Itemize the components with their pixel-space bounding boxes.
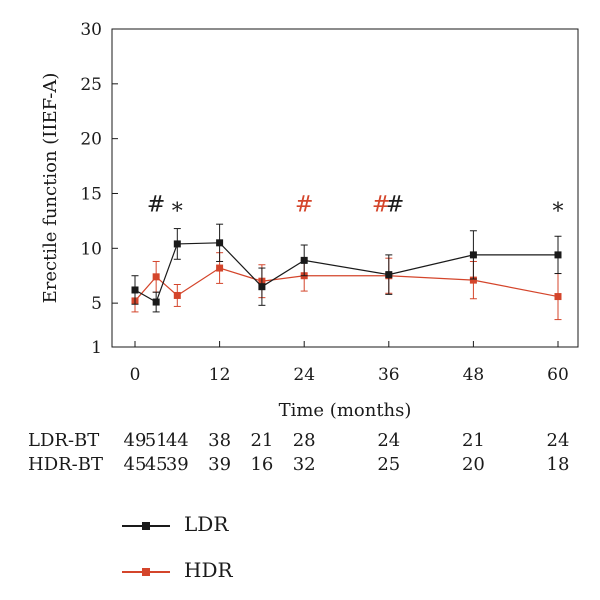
- y-tick-label: 20: [80, 130, 102, 150]
- x-tick-label: 48: [463, 365, 485, 385]
- risk-cell: 51: [144, 430, 168, 451]
- ldr-point: [469, 251, 477, 259]
- ldr-point: [131, 286, 139, 294]
- risk-cell: 21: [461, 430, 485, 451]
- x-tick-label: 0: [130, 365, 141, 385]
- legend-marker-swatch: [142, 568, 150, 576]
- risk-cell: 28: [292, 430, 316, 451]
- risk-row-hdr-bt: HDR-BT 45 45 39 39 16 32 25 20 18: [0, 454, 600, 478]
- significance-hash: #: [147, 192, 165, 217]
- risk-row-label: HDR-BT: [28, 454, 103, 475]
- hdr-point: [152, 273, 160, 281]
- risk-cell: 32: [292, 454, 316, 475]
- plot-frame: [111, 28, 579, 348]
- ldr-point: [554, 251, 562, 259]
- risk-cell: 49: [123, 430, 147, 451]
- risk-cell: 45: [123, 454, 147, 475]
- risk-cell: 44: [165, 430, 189, 451]
- legend-label: LDR: [184, 512, 229, 536]
- hdr-series: [131, 252, 562, 321]
- significance-hash: #: [295, 192, 313, 217]
- risk-cell: 25: [377, 454, 401, 475]
- legend-label: HDR: [184, 558, 233, 582]
- risk-cell: 39: [208, 454, 232, 475]
- y-axis-title: Erectile function (IIEF-A): [40, 73, 61, 304]
- significance-hash: #: [386, 192, 404, 217]
- x-axis-ticks: 0 12 24 36 48 60: [130, 341, 569, 385]
- hdr-point: [216, 264, 224, 272]
- x-tick-label: 24: [293, 365, 315, 385]
- ldr-line: [134, 242, 558, 303]
- risk-cell: 24: [377, 430, 401, 451]
- y-tick-label: 5: [91, 294, 102, 314]
- series-layer: [131, 223, 562, 321]
- ldr-point: [300, 256, 308, 264]
- y-tick-label: 1: [91, 338, 102, 358]
- risk-cell: 21: [250, 430, 274, 451]
- legend-marker-swatch: [142, 522, 150, 530]
- ldr-point: [385, 271, 393, 279]
- hdr-point: [469, 276, 477, 284]
- annotation-layer: # * # ## *: [147, 192, 564, 224]
- hdr-point: [554, 293, 562, 301]
- significance-hash: #: [372, 192, 390, 217]
- hdr-point: [173, 291, 181, 299]
- x-tick-label: 36: [378, 365, 400, 385]
- risk-cell: 38: [208, 430, 232, 451]
- y-tick-label: 10: [80, 239, 102, 259]
- significance-star: *: [172, 199, 183, 224]
- y-tick-label: 15: [80, 184, 102, 204]
- y-tick-label: 25: [80, 75, 102, 95]
- risk-cell: 18: [546, 454, 570, 475]
- hdr-line: [134, 267, 559, 302]
- x-tick-label: 60: [547, 365, 569, 385]
- ldr-point: [258, 283, 266, 291]
- risk-cell: 24: [546, 430, 570, 451]
- ldr-point: [216, 239, 224, 247]
- risk-row-ldr-bt: LDR-BT 49 51 44 38 21 28 24 21 24: [0, 430, 600, 454]
- risk-cell: 20: [461, 454, 485, 475]
- significance-star: *: [553, 199, 564, 224]
- y-tick-label: 30: [80, 20, 102, 40]
- x-axis-title: Time (months): [279, 400, 412, 420]
- ldr-series: [131, 223, 562, 313]
- ldr-point: [173, 240, 181, 248]
- risk-row-label: LDR-BT: [28, 430, 100, 451]
- ldr-point: [152, 298, 160, 306]
- risk-cell: 16: [250, 454, 274, 475]
- x-tick-label: 12: [209, 365, 231, 385]
- risk-cell: 45: [144, 454, 168, 475]
- risk-cell: 39: [165, 454, 189, 475]
